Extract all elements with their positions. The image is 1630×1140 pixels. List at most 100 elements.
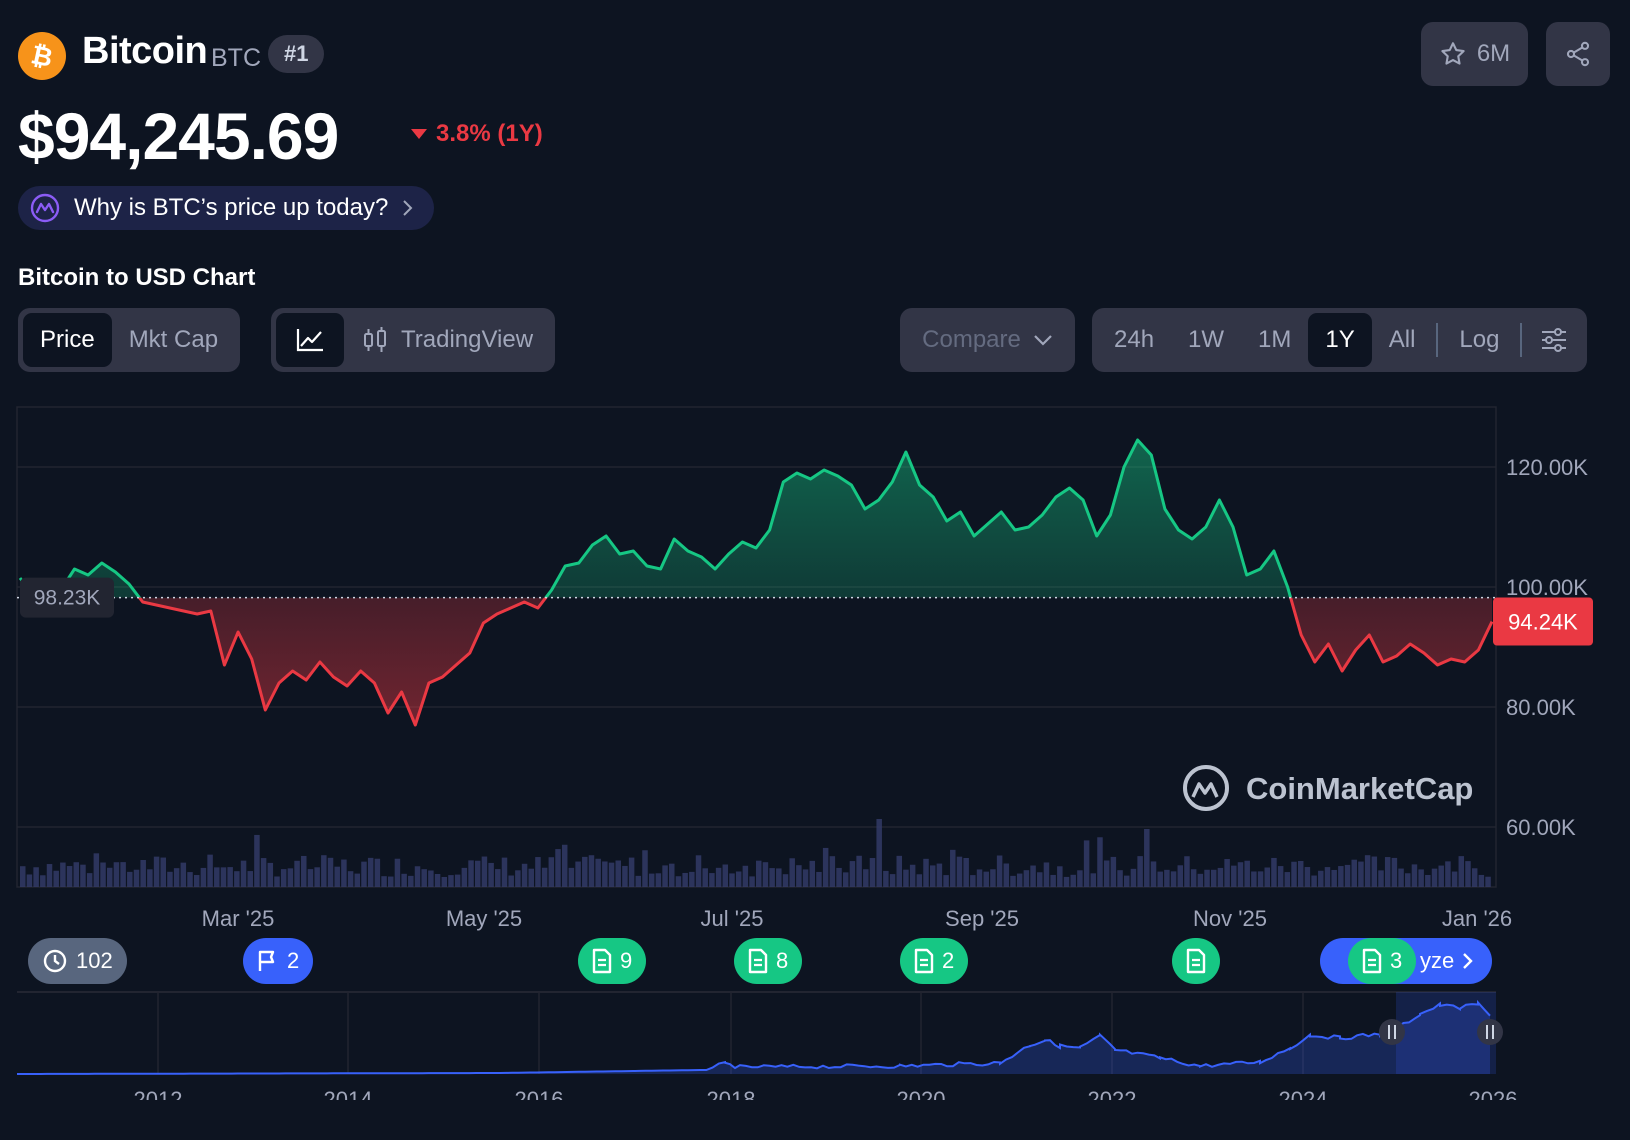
navigator-year-label: 2018 [707, 1087, 756, 1100]
volume-bar [448, 875, 454, 887]
volume-bar [234, 871, 240, 887]
volume-bar [842, 872, 849, 887]
news-marker-5[interactable]: 3 [1348, 938, 1417, 984]
caret-down-icon [411, 129, 427, 139]
volume-bar [588, 855, 595, 887]
volume-bar [1384, 857, 1391, 887]
volume-bar [749, 876, 755, 887]
volume-bar [923, 858, 929, 887]
volume-bar [1445, 861, 1451, 887]
x-tick-label: Nov '25 [1193, 906, 1267, 931]
volume-bar [1184, 856, 1190, 887]
volume-bar [689, 871, 695, 887]
volume-bar [160, 857, 166, 887]
share-button[interactable] [1546, 22, 1610, 86]
navigator-handle-left[interactable] [1379, 1019, 1405, 1045]
chart-settings-button[interactable] [1526, 313, 1582, 367]
volume-bar [1244, 860, 1250, 887]
chevron-right-icon [403, 200, 413, 216]
volume-bar [608, 862, 615, 887]
price-chart[interactable]: 120.00K 100.00K 80.00K 60.00K 98.23K 94.24K… [0, 400, 1630, 1100]
volume-bar [535, 857, 541, 887]
divider [1436, 323, 1439, 357]
volume-bar [976, 869, 983, 887]
log-toggle[interactable]: Log [1459, 326, 1500, 353]
volume-bar [1291, 861, 1297, 887]
volume-bar [1418, 869, 1424, 887]
line-chart-button[interactable] [276, 313, 344, 367]
range-1m[interactable]: 1M [1258, 326, 1292, 353]
volume-bar [829, 856, 836, 887]
volume-bar [267, 862, 274, 887]
volume-bar [1344, 864, 1351, 887]
chart-title: Bitcoin to USD Chart [18, 264, 256, 291]
volume-bar [561, 844, 568, 887]
volume-bar [501, 857, 508, 887]
navigator-handle-right[interactable] [1477, 1019, 1503, 1045]
y-axis-labels: 120.00K 100.00K 80.00K 60.00K [1506, 455, 1588, 840]
volume-bar [909, 864, 916, 887]
price-change: 3.8% (1Y) [410, 120, 543, 148]
volume-bar [876, 819, 882, 887]
tradingview-label: TradingView [401, 326, 534, 353]
volume-bar [214, 867, 220, 887]
volume-bar [428, 870, 434, 887]
navigator-year-label: 2026 [1469, 1087, 1518, 1100]
tab-mkt-cap[interactable]: Mkt Cap [128, 326, 219, 353]
tradingview-button[interactable]: TradingView [344, 313, 550, 367]
volume-bar [361, 861, 367, 887]
volume-bar [254, 834, 260, 887]
x-tick-label: May '25 [446, 906, 522, 931]
coin-symbol: BTC [211, 44, 261, 72]
news-marker-1[interactable]: 9 [578, 938, 647, 984]
volume-bar [1150, 861, 1157, 887]
news-marker-4[interactable] [1172, 938, 1220, 984]
volume-bar [943, 875, 949, 887]
why-price-up-button[interactable]: Why is BTC’s price up today? [18, 186, 435, 230]
volume-bar [421, 869, 427, 887]
volume-bar [809, 860, 816, 887]
chart-view-switch: TradingView [271, 308, 556, 372]
volume-bar [1170, 871, 1177, 887]
range-24h[interactable]: 24h [1114, 326, 1155, 353]
volume-bar [1284, 872, 1291, 887]
volume-bar [468, 860, 474, 887]
volume-bar [153, 856, 160, 887]
volume-bar [916, 874, 923, 887]
volume-bars [20, 819, 1491, 887]
range-1y[interactable]: 1Y [1308, 313, 1372, 367]
volume-bar [173, 868, 180, 887]
volume-bar [1043, 862, 1050, 887]
volume-bar [26, 874, 33, 887]
news-count-5: 3 [1390, 948, 1403, 973]
volume-bar [367, 857, 374, 887]
compare-dropdown[interactable]: Compare [900, 308, 1075, 372]
range-1w[interactable]: 1W [1188, 326, 1225, 353]
volume-bar [1231, 865, 1237, 887]
volume-bar [849, 861, 856, 887]
volume-bar [1117, 870, 1123, 887]
rank-badge: #1 [268, 35, 325, 73]
volume-bar [120, 862, 126, 887]
navigator-grid [157, 992, 1304, 1074]
volume-bar [548, 857, 555, 887]
chevron-down-icon [1034, 335, 1052, 346]
history-events-button[interactable]: 102 [28, 938, 127, 984]
volume-bar [789, 858, 795, 887]
volume-bar [113, 862, 120, 887]
y-tick-label: 120.00K [1506, 455, 1588, 480]
volume-bar [307, 869, 314, 887]
flag-icon [258, 950, 275, 971]
range-all[interactable]: All [1388, 326, 1416, 353]
watermark-text: CoinMarketCap [1246, 771, 1473, 806]
tab-price[interactable]: Price [23, 313, 112, 367]
volume-bar [394, 858, 401, 887]
volume-bar [1137, 856, 1143, 887]
news-marker-3[interactable]: 2 [900, 938, 969, 984]
volume-bar [836, 867, 842, 887]
volume-bar [1458, 856, 1465, 887]
flag-events-marker[interactable]: 2 [243, 938, 314, 984]
volume-bar [381, 876, 387, 887]
news-marker-2[interactable]: 8 [734, 938, 803, 984]
watchlist-button[interactable]: 6M [1421, 22, 1528, 86]
